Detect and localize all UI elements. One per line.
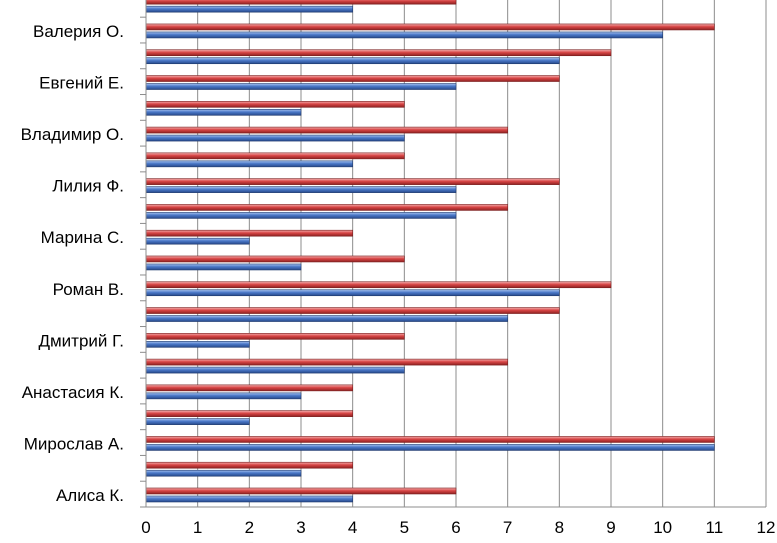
bar-series2 bbox=[145, 49, 612, 57]
category-label: Валерия О. bbox=[33, 22, 124, 41]
bar-series2 bbox=[145, 384, 353, 392]
bar-series2 bbox=[145, 436, 715, 443]
bar-series1 bbox=[145, 109, 302, 116]
category-label: Дмитрий Г. bbox=[38, 331, 124, 350]
bar-series2 bbox=[145, 204, 508, 211]
category-label: Лилия Ф. bbox=[52, 177, 124, 196]
x-tick-label: 5 bbox=[400, 518, 409, 537]
bar-series2 bbox=[145, 0, 457, 5]
bar-series1 bbox=[145, 212, 457, 219]
x-tick-label: 6 bbox=[451, 518, 460, 537]
category-label: Мирослав А. bbox=[24, 434, 124, 453]
bar-series1 bbox=[145, 134, 405, 142]
bar-series2 bbox=[145, 410, 353, 417]
bar-series2 bbox=[145, 229, 353, 237]
bar-series1 bbox=[145, 444, 715, 451]
x-tick-label: 0 bbox=[141, 518, 150, 537]
category-label: Марина С. bbox=[41, 228, 124, 247]
bars bbox=[145, 0, 715, 503]
x-tick-label: 2 bbox=[245, 518, 254, 537]
x-tick-label: 11 bbox=[706, 518, 724, 537]
bar-series2 bbox=[145, 487, 457, 495]
bar-series1 bbox=[145, 289, 560, 297]
bar-series2 bbox=[145, 333, 405, 340]
x-tick-label: 10 bbox=[653, 518, 672, 537]
bar-series1 bbox=[145, 418, 250, 425]
x-tick-label: 8 bbox=[555, 518, 564, 537]
bar-series2 bbox=[145, 23, 715, 31]
bar-series2 bbox=[145, 75, 560, 82]
x-tick-label: 3 bbox=[296, 518, 305, 537]
bar-series1 bbox=[145, 315, 508, 322]
bar-series1 bbox=[145, 5, 353, 13]
bar-series1 bbox=[145, 392, 302, 400]
bar-series1 bbox=[145, 57, 560, 65]
bar-series1 bbox=[145, 263, 302, 271]
bar-series1 bbox=[145, 160, 353, 168]
bar-series2 bbox=[145, 101, 405, 108]
category-label: Роман В. bbox=[53, 280, 124, 299]
bar-series1 bbox=[145, 186, 457, 193]
category-label: Алиса К. bbox=[56, 486, 124, 505]
category-label: Евгений Е. bbox=[39, 74, 124, 93]
axes bbox=[140, 0, 766, 508]
bar-series1 bbox=[145, 341, 250, 348]
bar-series2 bbox=[145, 307, 560, 314]
bar-series1 bbox=[145, 31, 663, 39]
bar-series2 bbox=[145, 281, 612, 289]
category-label: Владимир О. bbox=[21, 125, 124, 144]
x-tick-label: 1 bbox=[193, 518, 202, 537]
x-tick-label: 4 bbox=[348, 518, 357, 537]
bar-series2 bbox=[145, 152, 405, 160]
x-tick-label: 12 bbox=[757, 518, 776, 537]
bar-series2 bbox=[145, 358, 508, 366]
bar-series2 bbox=[145, 126, 508, 134]
bar-series2 bbox=[145, 255, 405, 263]
bar-series1 bbox=[145, 237, 250, 245]
x-tick-label: 7 bbox=[503, 518, 512, 537]
x-tick-label: 9 bbox=[606, 518, 615, 537]
category-label: Анастасия К. bbox=[22, 383, 124, 402]
bar-series1 bbox=[145, 366, 405, 374]
bar-series2 bbox=[145, 461, 353, 469]
bar-series1 bbox=[145, 495, 353, 503]
bar-series1 bbox=[145, 83, 457, 90]
bar-series1 bbox=[145, 469, 302, 477]
bar-series2 bbox=[145, 178, 560, 185]
